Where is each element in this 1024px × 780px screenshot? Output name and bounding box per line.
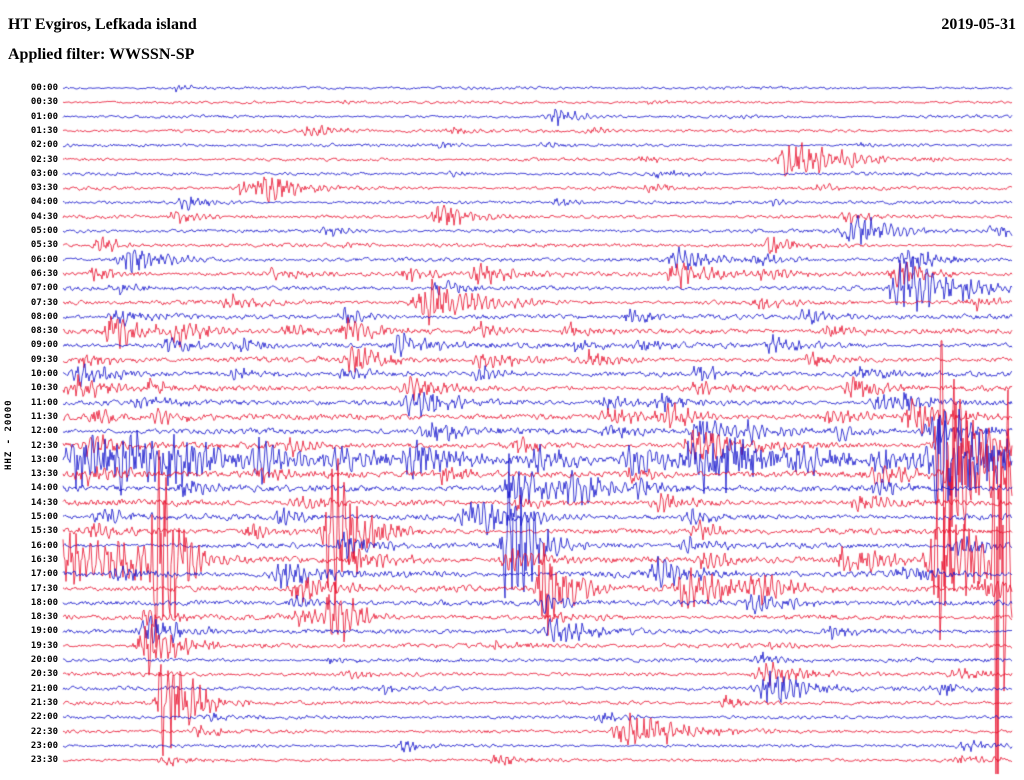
time-label: 19:00: [30, 626, 58, 637]
time-label: 03:00: [30, 168, 58, 179]
time-label: 16:30: [30, 554, 58, 565]
time-label: 21:30: [30, 697, 58, 708]
time-label: 17:30: [30, 583, 58, 594]
time-label: 08:00: [30, 311, 58, 322]
time-label: 15:30: [30, 526, 58, 537]
time-label: 09:00: [30, 340, 58, 351]
time-label: 07:30: [30, 297, 58, 308]
time-label: 02:30: [30, 154, 58, 165]
time-label: 14:00: [30, 483, 58, 494]
channel-gain-axis-label: HHZ - 20000: [4, 399, 14, 470]
time-label: 23:30: [30, 755, 58, 766]
time-label: 12:00: [30, 426, 58, 437]
time-label: 18:30: [30, 612, 58, 623]
time-label: 07:00: [30, 283, 58, 294]
time-label: 22:00: [30, 712, 58, 723]
time-label: 13:00: [30, 454, 58, 465]
time-label: 20:00: [30, 655, 58, 665]
time-label: 02:00: [30, 140, 58, 151]
time-label: 06:00: [30, 254, 58, 265]
time-label: 16:00: [30, 540, 58, 551]
time-label: 05:30: [30, 240, 58, 251]
filter-label: Applied filter: WWSSN-SP: [8, 46, 195, 63]
time-label: 08:30: [30, 326, 58, 337]
time-label: 06:30: [30, 268, 58, 279]
time-label: 14:30: [30, 497, 58, 508]
time-label: 04:00: [30, 197, 58, 208]
time-label: 19:30: [30, 640, 58, 651]
time-label: 10:30: [30, 383, 58, 394]
time-label: 10:00: [30, 369, 58, 379]
time-label: 17:00: [30, 569, 58, 580]
time-label: 01:30: [30, 125, 58, 136]
time-label: 09:30: [30, 354, 58, 365]
station-title: HT Evgiros, Lefkada island: [8, 16, 197, 33]
time-label: 11:30: [30, 411, 58, 422]
time-label: 04:30: [30, 211, 58, 222]
time-label: 01:00: [30, 111, 58, 122]
time-label: 03:30: [30, 183, 58, 194]
time-label: 15:00: [30, 512, 58, 522]
time-label: 22:30: [30, 726, 58, 737]
time-label: 23:00: [30, 740, 58, 751]
time-label: 11:00: [30, 397, 58, 408]
time-label: 12:30: [30, 440, 58, 451]
time-label: 18:00: [30, 597, 58, 608]
time-label: 13:30: [30, 469, 58, 480]
time-label: 21:00: [30, 683, 58, 694]
time-label: 00:00: [30, 83, 58, 93]
time-label: 20:30: [30, 669, 58, 680]
time-label: 00:30: [30, 97, 58, 108]
time-label: 05:00: [30, 226, 58, 236]
date-label: 2019-05-31: [941, 16, 1016, 33]
